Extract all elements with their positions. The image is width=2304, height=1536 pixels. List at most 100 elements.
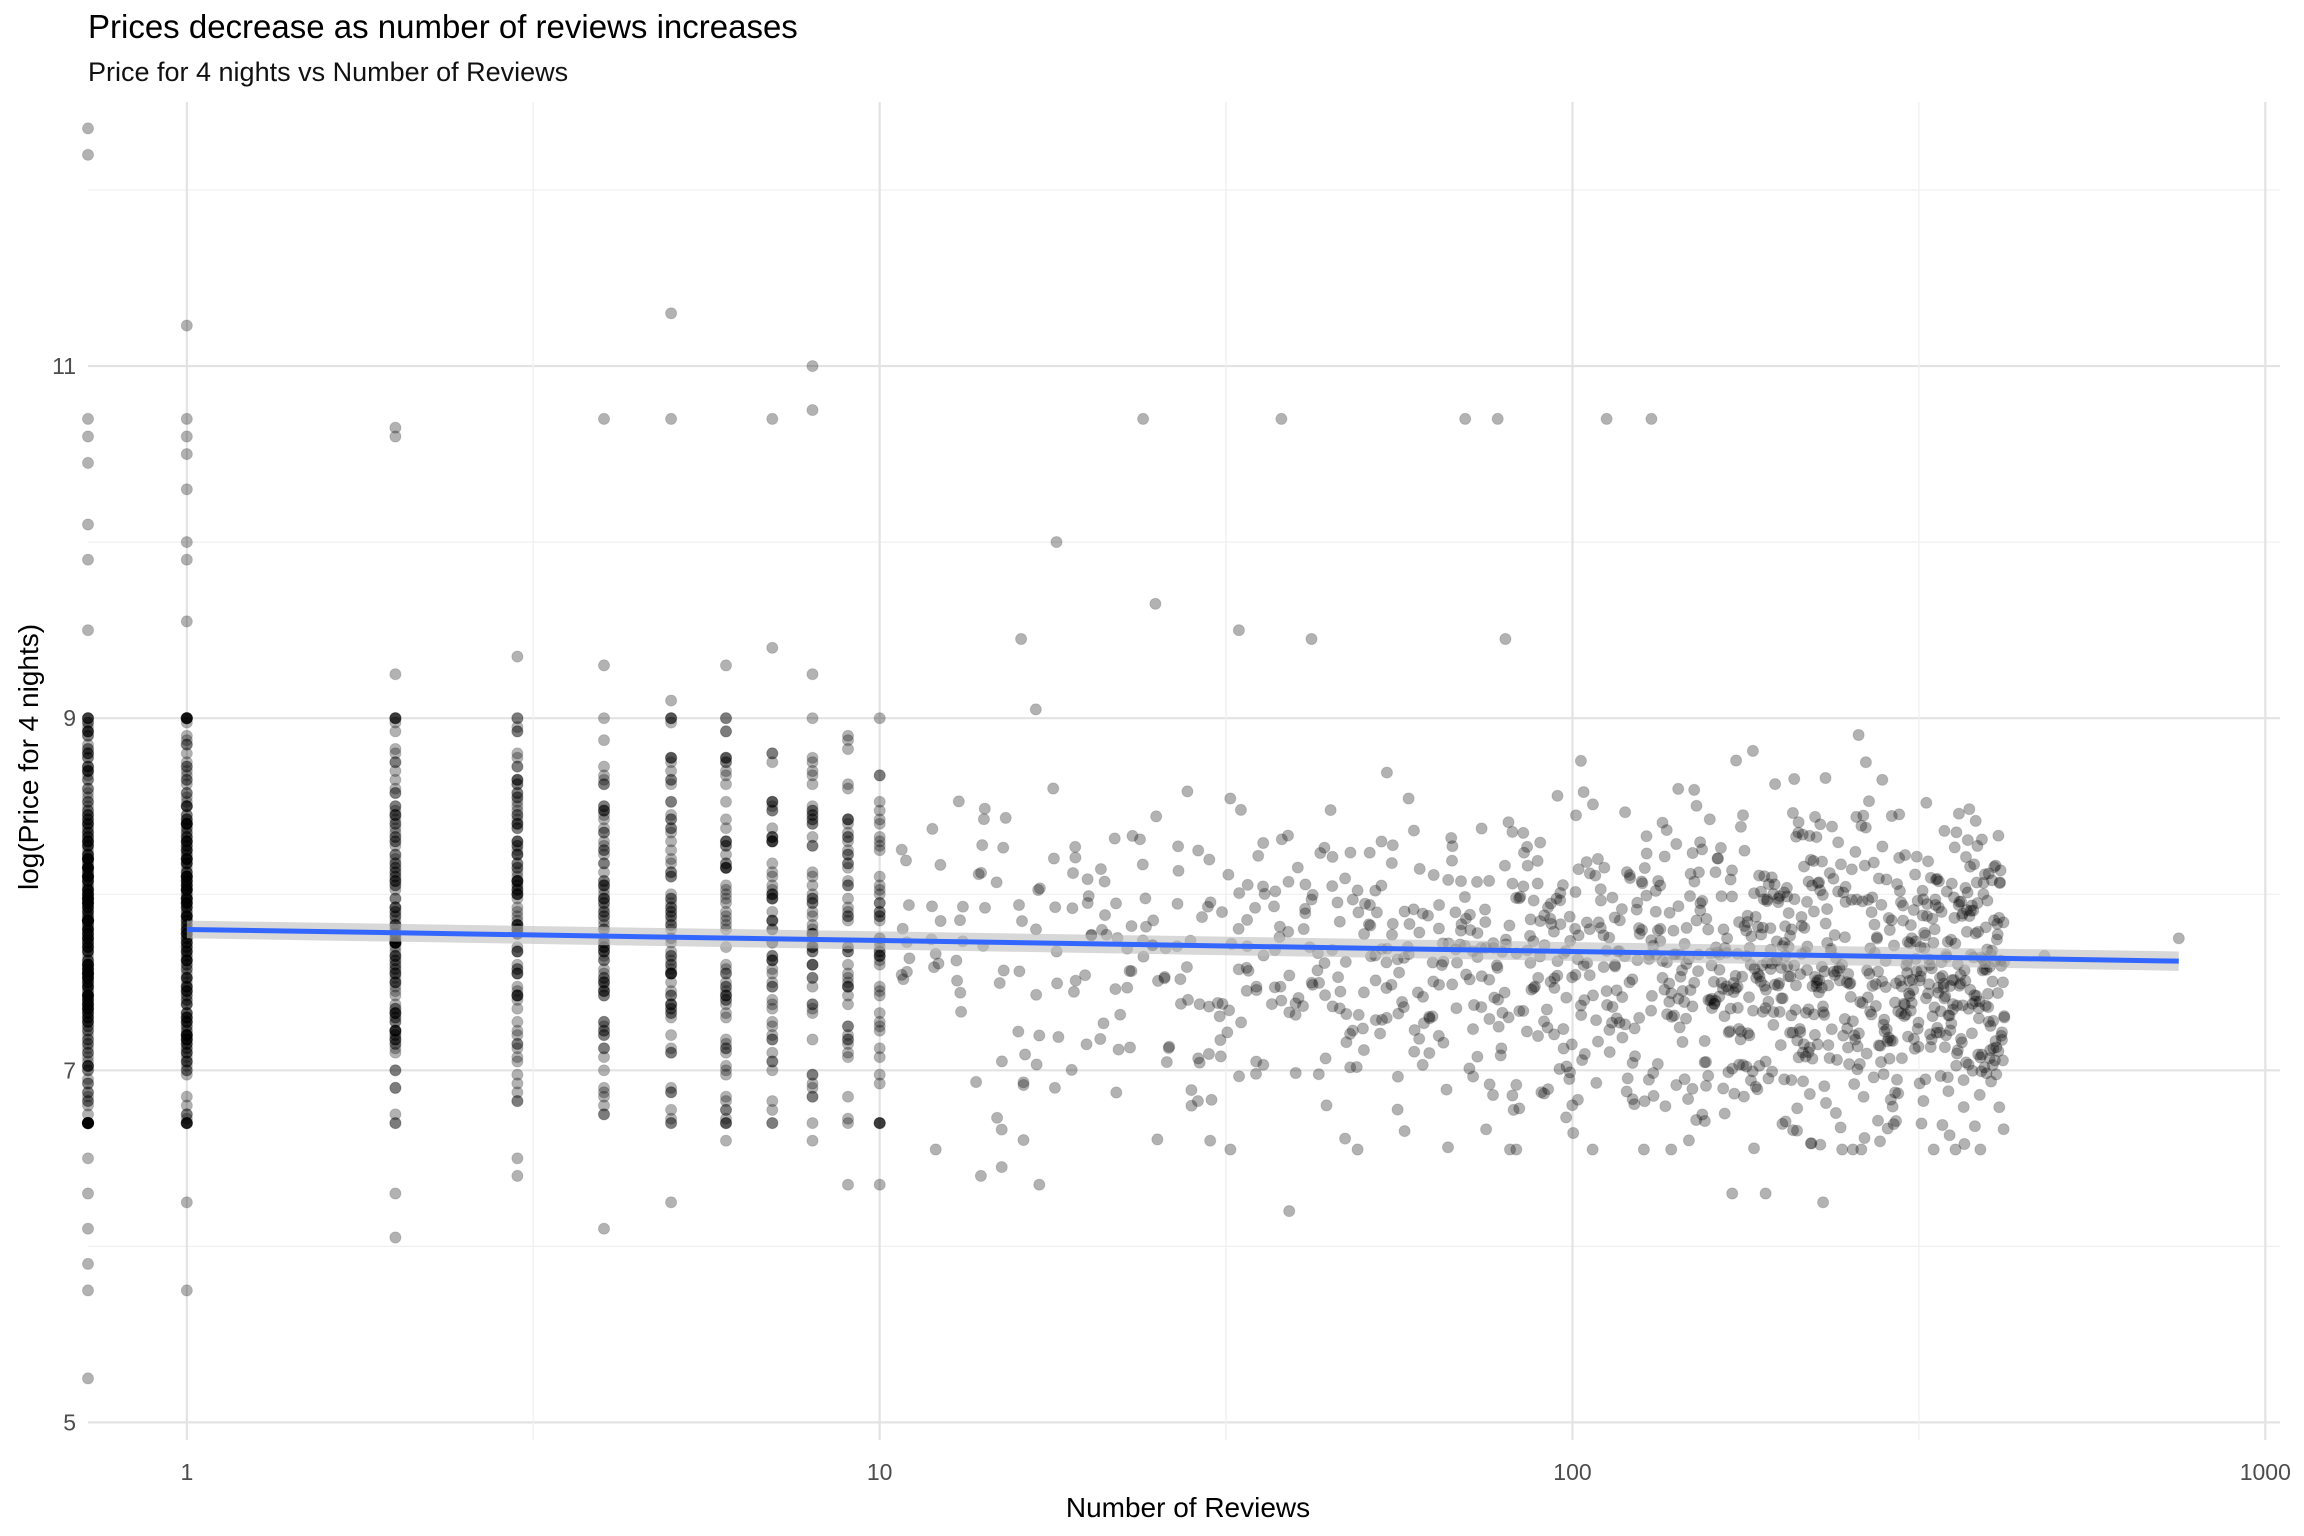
- data-point: [665, 813, 678, 826]
- data-point: [180, 954, 193, 967]
- data-point: [81, 1002, 95, 1015]
- data-point: [1806, 1052, 1819, 1065]
- data-point: [1275, 412, 1288, 425]
- data-point: [180, 1020, 193, 1033]
- data-point: [597, 967, 611, 980]
- data-point: [719, 712, 733, 725]
- data-point: [1313, 976, 1326, 990]
- data-point: [1621, 1072, 1634, 1085]
- data-point: [1416, 1058, 1429, 1072]
- data-point: [180, 1033, 193, 1046]
- data-point: [1125, 920, 1138, 933]
- data-point: [81, 896, 95, 910]
- data-point: [180, 896, 193, 910]
- data-point: [81, 958, 95, 971]
- data-point: [1580, 856, 1593, 869]
- data-point: [806, 958, 819, 971]
- data-point: [81, 1011, 95, 1024]
- data-point: [1478, 903, 1492, 916]
- data-point: [1905, 996, 1918, 1010]
- data-point: [81, 1042, 95, 1055]
- data-point: [81, 1046, 95, 1059]
- data-point: [81, 874, 95, 888]
- data-point: [1912, 1016, 1925, 1029]
- data-point: [841, 830, 855, 844]
- data-point: [81, 729, 95, 742]
- data-point: [806, 817, 819, 830]
- data-point: [1446, 840, 1459, 853]
- data-point: [806, 1081, 819, 1095]
- data-point: [1291, 861, 1304, 874]
- data-point: [81, 1095, 95, 1108]
- data-point: [1136, 858, 1149, 871]
- data-point: [1957, 1074, 1970, 1087]
- data-point: [719, 725, 733, 738]
- data-point: [81, 839, 95, 852]
- data-point: [955, 1005, 968, 1018]
- data-point: [873, 712, 886, 725]
- data-point: [81, 870, 95, 883]
- data-point: [81, 883, 95, 896]
- data-point: [1513, 1102, 1526, 1115]
- data-point: [665, 958, 678, 971]
- data-point: [1991, 987, 2004, 1000]
- data-point: [841, 1037, 855, 1051]
- data-point: [389, 1033, 402, 1046]
- data-point: [389, 839, 402, 852]
- data-point: [841, 813, 855, 826]
- data-point: [873, 769, 886, 782]
- data-point: [1626, 973, 1639, 986]
- data-point: [806, 839, 819, 852]
- data-point: [1232, 922, 1245, 935]
- data-point: [597, 896, 611, 910]
- data-point: [81, 980, 95, 993]
- data-point: [806, 1090, 819, 1103]
- data-point: [841, 778, 855, 791]
- data-point: [389, 742, 402, 756]
- data-point: [665, 773, 678, 786]
- data-point: [806, 980, 819, 993]
- data-point: [180, 852, 193, 866]
- data-point: [597, 1081, 611, 1095]
- data-point: [81, 989, 95, 1002]
- data-point: [511, 1037, 524, 1051]
- data-point: [180, 1046, 193, 1059]
- data-point: [389, 804, 402, 817]
- data-point: [81, 892, 95, 905]
- data-point: [719, 1011, 733, 1024]
- data-point: [1797, 1075, 1810, 1088]
- data-point: [511, 989, 524, 1002]
- data-point: [81, 967, 95, 980]
- data-point: [1717, 1082, 1730, 1095]
- data-point: [180, 817, 193, 830]
- data-point: [766, 980, 779, 993]
- data-point: [81, 1095, 95, 1108]
- data-point: [597, 804, 611, 817]
- data-point: [1332, 971, 1345, 984]
- data-point: [597, 976, 611, 989]
- data-point: [806, 998, 819, 1011]
- data-point: [1640, 830, 1653, 843]
- data-point: [1774, 1039, 1787, 1052]
- data-point: [81, 1015, 95, 1029]
- data-point: [81, 1020, 95, 1033]
- data-point: [81, 1222, 95, 1235]
- data-point: [81, 852, 95, 866]
- data-point: [665, 764, 678, 778]
- data-point: [389, 1007, 402, 1020]
- data-point: [1305, 632, 1318, 646]
- data-point: [597, 1029, 611, 1042]
- data-point: [511, 835, 524, 848]
- data-point: [995, 1161, 1008, 1174]
- data-point: [766, 993, 779, 1007]
- data-point: [389, 971, 402, 985]
- data-point: [597, 813, 611, 826]
- data-point: [1747, 1142, 1761, 1155]
- data-point: [1731, 980, 1744, 993]
- data-point: [1880, 873, 1893, 886]
- data-point: [180, 1037, 193, 1051]
- data-point: [81, 751, 95, 764]
- data-point: [1910, 850, 1923, 863]
- data-point: [597, 804, 611, 817]
- data-point: [1048, 1081, 1062, 1094]
